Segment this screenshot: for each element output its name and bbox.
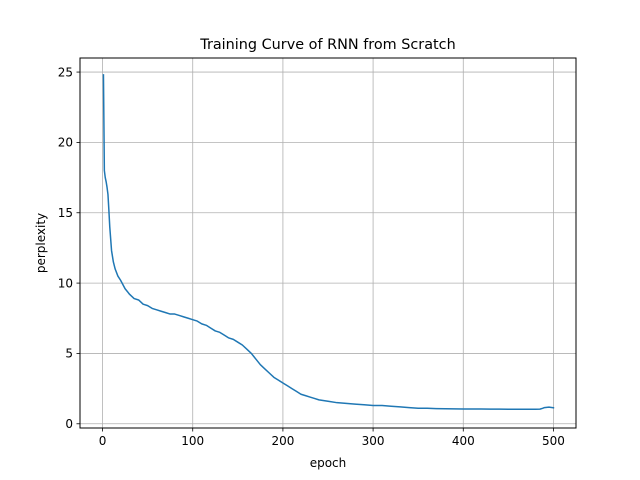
x-tick-label: 300 <box>362 434 385 448</box>
x-tick-label: 400 <box>452 434 475 448</box>
plot-frame <box>79 57 577 429</box>
y-tick-label: 0 <box>65 417 73 431</box>
x-tick-label: 500 <box>542 434 565 448</box>
y-tick-label: 20 <box>58 136 73 150</box>
grid <box>80 58 576 428</box>
ticks-layer: 0 100 200 300 400 500 0 5 10 15 20 25 <box>58 65 565 448</box>
series-line-1 <box>102 74 555 411</box>
x-tick-label: 100 <box>181 434 204 448</box>
chart-title: Training Curve of RNN from Scratch <box>199 37 455 53</box>
y-tick-label: 5 <box>65 347 73 361</box>
x-axis-label: epoch <box>310 456 347 470</box>
y-tick-label: 25 <box>58 65 73 79</box>
y-tick-label: 10 <box>58 276 73 290</box>
y-tick-label: 15 <box>58 206 73 220</box>
x-tick-label: 200 <box>271 434 294 448</box>
series-layer <box>102 74 555 411</box>
y-axis-label: perplexity <box>34 213 48 273</box>
x-tick-label: 0 <box>99 434 107 448</box>
